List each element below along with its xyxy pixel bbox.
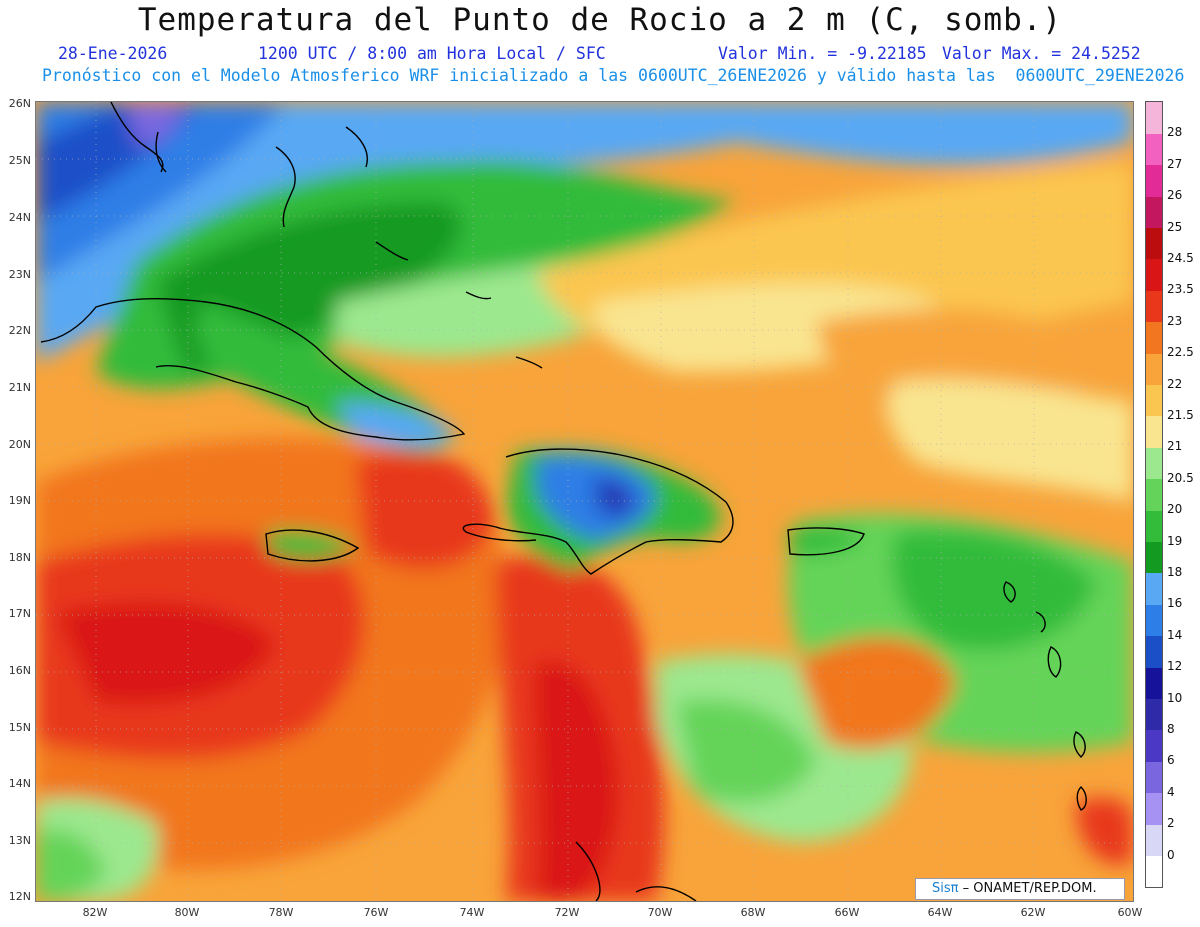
lesser-antilles — [1047, 646, 1062, 678]
colorbar-level-label: 21.5 — [1167, 408, 1194, 422]
colorbar — [1145, 101, 1163, 888]
colorbar-segment — [1146, 698, 1162, 731]
colorbar-level-label: 21 — [1167, 439, 1183, 454]
colorbar-segment — [1146, 196, 1162, 229]
lat-label: 14N — [8, 777, 31, 790]
colorbar-level-label: 28 — [1167, 125, 1183, 140]
dewpoint-map — [35, 101, 1134, 902]
colorbar-level-label: 23 — [1167, 313, 1183, 328]
colorbar-segment — [1146, 761, 1162, 794]
lat-label: 17N — [8, 607, 31, 620]
lat-label: 16N — [8, 664, 31, 677]
colorbar-segment — [1146, 290, 1162, 323]
colorbar-level-label: 22 — [1167, 376, 1183, 391]
lon-label: 80W — [174, 906, 200, 919]
lat-label: 18N — [8, 551, 31, 564]
colorbar-segment — [1146, 635, 1162, 668]
colorbar-level-label: 26 — [1167, 188, 1183, 203]
lat-label: 20N — [8, 438, 31, 451]
lon-label: 72W — [554, 906, 580, 919]
florida-coast — [110, 102, 164, 173]
colorbar-level-label: 14 — [1167, 627, 1183, 642]
colorbar-level-label: 0 — [1167, 847, 1175, 862]
lat-label: 22N — [8, 324, 31, 337]
colorbar-level-label: 2 — [1167, 816, 1175, 831]
colorbar-segment — [1146, 824, 1162, 857]
colorbar-segment — [1146, 573, 1162, 605]
puerto-rico-coast — [787, 527, 865, 556]
colorbar-segment — [1146, 416, 1162, 448]
colorbar-segment — [1146, 102, 1162, 134]
lat-label: 12N — [8, 890, 31, 903]
colorbar-segment — [1146, 447, 1162, 480]
colorbar-segment — [1146, 164, 1162, 197]
colorbar-level-label: 23.5 — [1167, 282, 1194, 297]
lon-label: 64W — [927, 906, 953, 919]
model-info: Pronóstico con el Modelo Atmosferico WRF… — [42, 66, 1185, 85]
colorbar-level-label: 10 — [1167, 690, 1183, 705]
colorbar-level-label: 25 — [1167, 219, 1183, 234]
colorbar-segment — [1146, 321, 1162, 354]
colorbar-level-label: 20 — [1167, 502, 1183, 517]
colorbar-level-label: 19 — [1167, 533, 1183, 548]
lon-label: 76W — [363, 906, 389, 919]
colorbar-segment — [1146, 133, 1162, 166]
colorbar-segment — [1146, 227, 1162, 260]
logo-org-text: – ONAMET/REP.DOM. — [962, 881, 1097, 896]
lon-label: 70W — [647, 906, 673, 919]
lon-label: 82W — [82, 906, 108, 919]
lat-label: 23N — [8, 268, 31, 281]
valid-time: 1200 UTC / 8:00 am Hora Local / SFC — [258, 44, 606, 63]
lat-label: 25N — [8, 154, 31, 167]
colorbar-level-label: 16 — [1167, 596, 1183, 611]
onamet-logo: Sisπ – ONAMET/REP.DOM. — [915, 878, 1125, 900]
cuba-coast — [40, 298, 466, 441]
colorbar-level-label: 12 — [1167, 659, 1183, 674]
lon-label: 60W — [1117, 906, 1143, 919]
lon-label: 74W — [459, 906, 485, 919]
colorbar-level-label: 8 — [1167, 722, 1175, 736]
colorbar-level-label: 18 — [1167, 565, 1183, 579]
lat-label: 24N — [8, 211, 31, 224]
colorbar-level-label: 27 — [1167, 156, 1183, 171]
colorbar-segment — [1146, 510, 1162, 543]
lon-label: 66W — [834, 906, 860, 919]
lon-label: 62W — [1020, 906, 1046, 919]
lat-label: 13N — [8, 834, 31, 847]
colorbar-segment — [1146, 792, 1162, 825]
colorbar-level-label: 6 — [1167, 753, 1175, 768]
colorbar-segment — [1146, 384, 1162, 417]
colorbar-segment — [1146, 855, 1162, 888]
hispaniola-coast — [462, 448, 734, 575]
bahamas-coast-1 — [275, 146, 296, 228]
min-value: Valor Min. = -9.22185 — [718, 44, 927, 63]
lon-label: 68W — [740, 906, 766, 919]
dewpoint-field — [36, 102, 1133, 901]
colorbar-level-label: 24.5 — [1167, 251, 1194, 265]
colorbar-segment — [1146, 541, 1162, 574]
sispi-logo-text: Sisπ — [932, 881, 959, 896]
colorbar-segment — [1146, 478, 1162, 511]
colorbar-segment — [1146, 353, 1162, 386]
max-value: Valor Max. = 24.5252 — [942, 44, 1141, 63]
lat-label: 21N — [8, 381, 31, 394]
lat-label: 19N — [8, 494, 31, 507]
lat-label: 15N — [8, 721, 31, 734]
colorbar-level-label: 4 — [1167, 784, 1175, 799]
colorbar-segment — [1146, 730, 1162, 762]
lat-label: 26N — [8, 97, 31, 110]
lon-label: 78W — [268, 906, 294, 919]
map-title: Temperatura del Punto de Rocio a 2 m (C,… — [137, 2, 1063, 38]
colorbar-level-label: 20.5 — [1167, 470, 1194, 485]
forecast-date: 28-Ene-2026 — [58, 44, 168, 63]
coastlines — [40, 102, 1087, 901]
jamaica-coast — [265, 529, 360, 562]
colorbar-segment — [1146, 667, 1162, 700]
colorbar-level-label: 22.5 — [1167, 345, 1194, 360]
colorbar-segment — [1146, 604, 1162, 637]
colorbar-segment — [1146, 259, 1162, 291]
